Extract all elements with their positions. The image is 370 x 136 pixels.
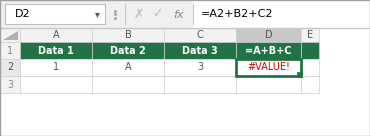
Bar bbox=[20, 76, 92, 93]
Bar bbox=[0, 28, 370, 136]
Bar bbox=[92, 42, 164, 59]
Bar bbox=[164, 59, 236, 76]
Text: 3: 3 bbox=[7, 80, 13, 89]
Bar bbox=[20, 59, 92, 76]
Bar bbox=[236, 59, 301, 76]
Bar bbox=[236, 28, 301, 42]
Bar bbox=[0, 42, 20, 59]
Bar bbox=[0, 1, 370, 28]
Bar bbox=[301, 76, 319, 93]
Text: ✗: ✗ bbox=[134, 7, 144, 21]
Text: Data 1: Data 1 bbox=[38, 46, 74, 55]
Text: fx: fx bbox=[174, 10, 184, 19]
Bar bbox=[301, 59, 319, 76]
Bar bbox=[92, 59, 164, 76]
Text: E: E bbox=[307, 30, 313, 40]
Bar bbox=[0, 0, 370, 1]
Bar bbox=[5, 4, 105, 24]
Text: B: B bbox=[125, 30, 131, 40]
Bar bbox=[236, 59, 301, 76]
Bar bbox=[297, 72, 302, 77]
Bar bbox=[193, 1, 370, 28]
Text: 1: 1 bbox=[53, 63, 59, 72]
Polygon shape bbox=[3, 31, 18, 40]
Bar bbox=[20, 42, 92, 59]
Bar bbox=[92, 76, 164, 93]
Text: Data 3: Data 3 bbox=[182, 46, 218, 55]
Text: A: A bbox=[53, 30, 59, 40]
Text: Data 2: Data 2 bbox=[110, 46, 146, 55]
Text: =A2+B2+C2: =A2+B2+C2 bbox=[201, 9, 273, 19]
Text: C: C bbox=[196, 30, 204, 40]
Bar bbox=[164, 28, 236, 42]
Text: 1: 1 bbox=[7, 46, 13, 55]
Bar bbox=[92, 28, 164, 42]
Text: 3: 3 bbox=[197, 63, 203, 72]
Text: ✓: ✓ bbox=[152, 7, 162, 21]
Text: A: A bbox=[125, 63, 131, 72]
Bar bbox=[301, 42, 319, 59]
Bar bbox=[301, 28, 319, 42]
Text: 2: 2 bbox=[7, 63, 13, 72]
Text: D2: D2 bbox=[15, 9, 31, 19]
Bar bbox=[164, 42, 236, 59]
Bar bbox=[236, 76, 301, 93]
Text: #VALUE!: #VALUE! bbox=[247, 63, 290, 72]
Text: D: D bbox=[265, 30, 272, 40]
Bar bbox=[0, 59, 20, 76]
Text: =A+B+C: =A+B+C bbox=[245, 46, 292, 55]
Bar bbox=[0, 28, 20, 42]
Bar bbox=[164, 76, 236, 93]
Text: ▾: ▾ bbox=[95, 9, 100, 19]
Bar bbox=[236, 42, 301, 59]
Bar bbox=[20, 28, 92, 42]
Bar bbox=[0, 76, 20, 93]
